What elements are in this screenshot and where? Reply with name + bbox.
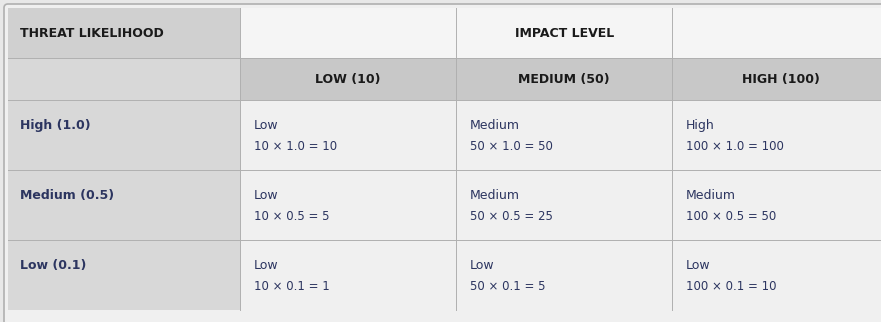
Text: 100 × 0.1 = 10: 100 × 0.1 = 10 xyxy=(686,280,776,293)
Bar xyxy=(672,100,881,170)
Text: THREAT LIKELIHOOD: THREAT LIKELIHOOD xyxy=(20,26,164,40)
Text: 10 × 0.5 = 5: 10 × 0.5 = 5 xyxy=(254,210,329,223)
Text: 100 × 0.5 = 50: 100 × 0.5 = 50 xyxy=(686,210,776,223)
Bar xyxy=(672,170,881,240)
Text: Medium (0.5): Medium (0.5) xyxy=(20,189,115,202)
Text: 50 × 1.0 = 50: 50 × 1.0 = 50 xyxy=(470,140,553,153)
Bar xyxy=(8,58,240,100)
Text: Low: Low xyxy=(470,259,494,272)
Text: Low: Low xyxy=(254,259,278,272)
Text: Low: Low xyxy=(254,189,278,202)
Bar xyxy=(8,8,240,58)
Bar xyxy=(456,240,672,310)
Text: Low: Low xyxy=(686,259,711,272)
Bar xyxy=(8,240,240,310)
Text: Medium: Medium xyxy=(470,119,520,132)
Bar xyxy=(240,100,456,170)
Text: High (1.0): High (1.0) xyxy=(20,119,91,132)
Bar xyxy=(8,100,240,170)
Text: HIGH (100): HIGH (100) xyxy=(742,72,819,86)
Text: 10 × 1.0 = 10: 10 × 1.0 = 10 xyxy=(254,140,337,153)
Bar xyxy=(240,240,456,310)
Text: 50 × 0.1 = 5: 50 × 0.1 = 5 xyxy=(470,280,545,293)
Text: Low (0.1): Low (0.1) xyxy=(20,259,86,272)
Bar xyxy=(456,100,672,170)
Bar xyxy=(240,170,456,240)
Bar xyxy=(672,240,881,310)
Text: IMPACT LEVEL: IMPACT LEVEL xyxy=(515,26,614,40)
Text: Medium: Medium xyxy=(470,189,520,202)
Bar xyxy=(240,8,881,58)
FancyBboxPatch shape xyxy=(4,4,881,322)
Text: Low: Low xyxy=(254,119,278,132)
Bar xyxy=(456,58,672,100)
Bar xyxy=(672,58,881,100)
Bar xyxy=(240,58,456,100)
Bar xyxy=(8,170,240,240)
Text: 100 × 1.0 = 100: 100 × 1.0 = 100 xyxy=(686,140,784,153)
Text: Medium: Medium xyxy=(686,189,736,202)
Text: MEDIUM (50): MEDIUM (50) xyxy=(518,72,610,86)
Text: LOW (10): LOW (10) xyxy=(315,72,381,86)
Text: 50 × 0.5 = 25: 50 × 0.5 = 25 xyxy=(470,210,553,223)
Text: High: High xyxy=(686,119,714,132)
Bar xyxy=(456,170,672,240)
Text: 10 × 0.1 = 1: 10 × 0.1 = 1 xyxy=(254,280,329,293)
